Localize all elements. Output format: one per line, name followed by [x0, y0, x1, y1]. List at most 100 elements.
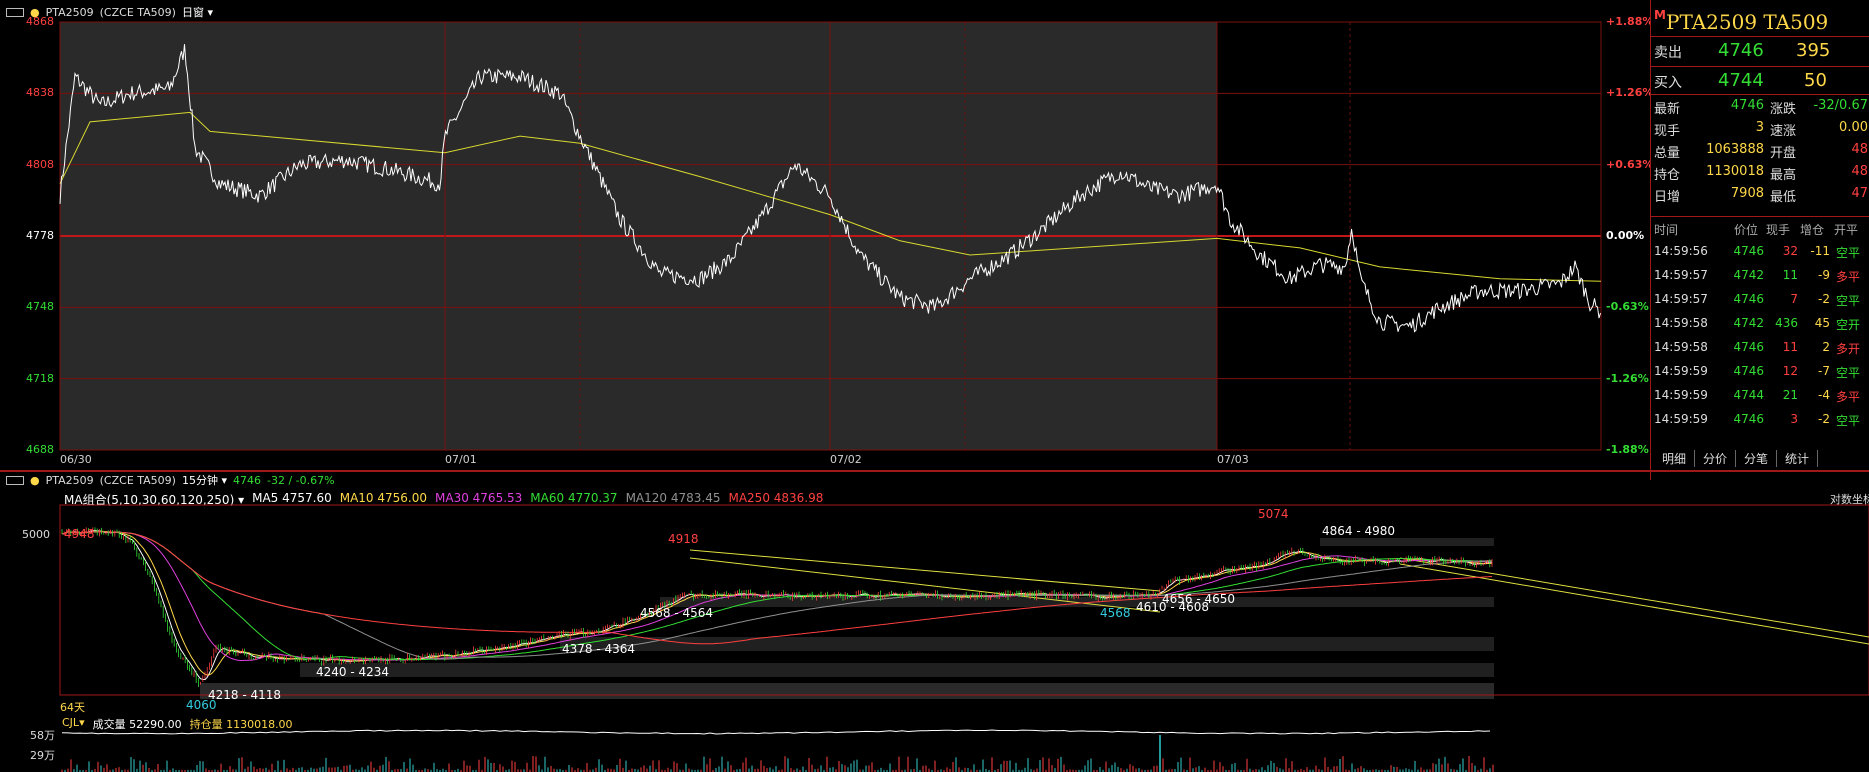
mark-4060: 4060	[186, 698, 217, 712]
window-toggle-icon[interactable]	[6, 7, 24, 17]
stat-label: 最低	[1770, 190, 1797, 205]
kline-header: ● PTA2509 (CZCE TA509) 15分钟 ▾ 4746 -32 /…	[0, 470, 1006, 490]
date-tick: 06/30	[60, 453, 92, 466]
tick-type: 空平	[1836, 414, 1861, 428]
kline-chart[interactable]	[0, 480, 1869, 772]
stat-value: 48	[1851, 164, 1868, 179]
ask-volume: 395	[1796, 40, 1831, 61]
ma-legend-item: MA60 4770.37	[530, 491, 618, 505]
price-line	[59, 44, 1601, 333]
tick-volume: 436	[1775, 316, 1798, 330]
quote-panel: M PTA2509 TA509 卖出 4746 395 买入 4744 50 最…	[1650, 0, 1869, 480]
price-tick: 4748	[26, 300, 54, 314]
mark-4568: 4568	[1100, 606, 1131, 620]
tick-volume: 11	[1782, 268, 1798, 282]
stat-value: 4746	[1730, 98, 1764, 113]
ask-label: 卖出	[1654, 45, 1682, 61]
tick-price: 4746	[1733, 364, 1764, 378]
ma-legend[interactable]: MA组合(5,10,30,60,120,250) ▾ MA5 4757.60 MA1…	[64, 491, 823, 508]
zone-4568-4564: 4568 - 4564	[640, 606, 714, 620]
tab-3[interactable]: 统计	[1777, 450, 1819, 467]
percent-tick: +0.63%	[1606, 157, 1654, 171]
zone-4218-4118: 4218 - 4118	[208, 688, 282, 702]
date-tick: 07/01	[445, 453, 477, 466]
ticks-column-header: 现手	[1766, 223, 1791, 237]
percent-tick: 0.00%	[1606, 229, 1645, 242]
tick-price: 4746	[1733, 412, 1764, 426]
ma-legend-item: MA10 4756.00	[339, 491, 428, 505]
volume-header: CJL▾ 成交量 52290.00 持仓量 1130018.00	[62, 716, 293, 732]
percent-tick: -0.63%	[1606, 300, 1649, 314]
stat-value: 7908	[1730, 186, 1764, 201]
tick-time: 14:59:58	[1654, 340, 1708, 354]
volume-bars	[61, 735, 1494, 772]
bid-volume: 50	[1804, 70, 1827, 91]
log-scale-toggle[interactable]: 对数坐标	[1830, 493, 1869, 506]
tick-price: 4746	[1733, 244, 1764, 258]
price-tick: 4778	[26, 229, 54, 242]
date-tick: 07/02	[830, 453, 862, 466]
tick-type: 多开	[1836, 342, 1861, 356]
stat-value: 3	[1755, 120, 1764, 135]
period-select[interactable]: 日窗 ▾	[181, 6, 213, 19]
exchange-label: (CZCE TA509)	[99, 5, 176, 19]
stat-value: 47	[1851, 186, 1868, 201]
percent-tick: -1.26%	[1606, 371, 1649, 385]
candlesticks	[61, 527, 1493, 687]
tick-time: 14:59:57	[1654, 292, 1708, 306]
open-interest-value: 持仓量 1130018.00	[189, 718, 293, 731]
quote-tabs: 明细 分价 分笔 统计	[1654, 450, 1819, 467]
ma-legend-item: MA120 4783.45	[625, 491, 721, 505]
window-toggle-icon[interactable]	[6, 475, 24, 485]
mark-5074: 5074	[1258, 507, 1289, 521]
tick-volume: 11	[1782, 340, 1798, 354]
tab-0[interactable]: 明细	[1654, 450, 1696, 467]
kline-symbol[interactable]: PTA2509	[45, 473, 94, 487]
ticks-column-header: 开平	[1834, 223, 1859, 237]
market-flag: M	[1654, 8, 1666, 22]
indicator-select[interactable]: CJL▾	[62, 716, 85, 729]
percent-tick: +1.26%	[1606, 86, 1654, 100]
ma-legend-item: MA30 4765.53	[435, 491, 523, 505]
ask-price[interactable]: 4746	[1718, 40, 1764, 61]
tick-time: 14:59:56	[1654, 244, 1708, 258]
zone-4610-4608: 4610 - 4608	[1136, 600, 1210, 614]
price-tick: 4688	[26, 443, 54, 456]
support-zones	[200, 538, 1494, 699]
bid-price[interactable]: 4744	[1718, 70, 1764, 91]
stat-label: 速涨	[1770, 124, 1797, 139]
intraday-chart[interactable]	[0, 0, 1869, 480]
tick-volume: 7	[1790, 292, 1798, 306]
tick-time: 14:59:59	[1654, 364, 1708, 378]
tick-price: 4742	[1733, 316, 1764, 330]
ma-legend-item[interactable]: MA组合(5,10,30,60,120,250) ▾	[64, 493, 245, 507]
kline-period-select[interactable]: 15分钟 ▾	[181, 474, 227, 487]
tick-type: 空开	[1836, 318, 1861, 332]
stat-label: 现手	[1654, 124, 1681, 139]
tick-price: 4746	[1733, 292, 1764, 306]
tab-2[interactable]: 分笔	[1736, 450, 1778, 467]
quote-title: PTA2509 TA509	[1666, 10, 1829, 34]
average-price-line	[59, 111, 1602, 282]
tick-price: 4742	[1733, 268, 1764, 282]
volume-axis-58: 58万	[30, 729, 55, 742]
tick-oi-change: -11	[1810, 244, 1830, 258]
tick-oi-change: 45	[1814, 316, 1830, 330]
kline-last: 4746	[232, 473, 261, 487]
percent-tick: +1.88%	[1606, 15, 1654, 28]
price-tick: 4808	[26, 157, 54, 171]
price-tick: 4838	[26, 86, 54, 100]
status-dot-icon: ●	[30, 473, 40, 487]
ticks-column-header: 增仓	[1800, 223, 1825, 237]
symbol-label[interactable]: PTA2509	[45, 5, 94, 19]
volume-axis-29: 29万	[30, 749, 55, 762]
stat-label: 开盘	[1770, 146, 1797, 161]
ticks-column-header: 价位	[1734, 223, 1759, 237]
stat-label: 总量	[1654, 146, 1681, 161]
stat-label: 最高	[1770, 168, 1797, 183]
zone-4864-4980: 4864 - 4980	[1322, 524, 1396, 538]
ticks-column-header: 时间	[1654, 223, 1679, 237]
tab-1[interactable]: 分价	[1695, 450, 1737, 467]
ma-legend-item: MA5 4757.60	[252, 491, 332, 505]
bid-label: 买入	[1654, 75, 1682, 91]
